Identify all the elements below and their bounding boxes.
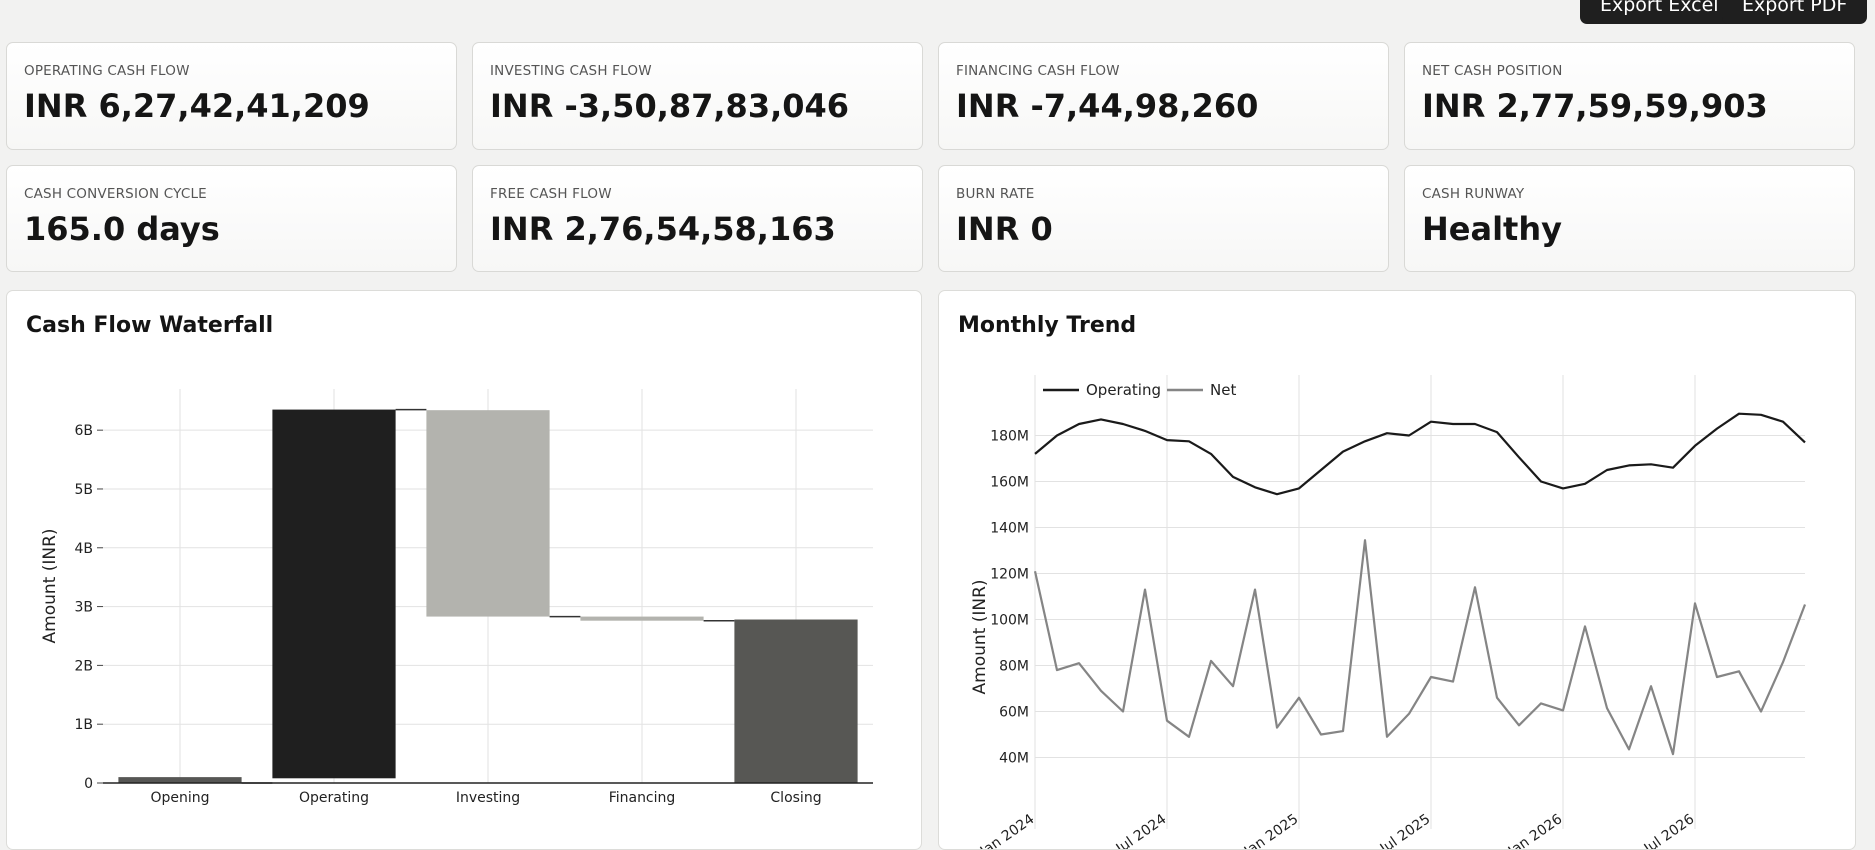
kpi-card-free-cash-flow: FREE CASH FLOW INR 2,76,54,58,163 (472, 165, 923, 272)
waterfall-bar-closing (734, 619, 858, 783)
y-tick-label: 80M (999, 659, 1029, 675)
waterfall-bar-opening (118, 777, 242, 783)
kpi-value: 165.0 days (24, 210, 220, 248)
x-tick-label: Financing (609, 790, 676, 806)
waterfall-bar-financing (580, 616, 704, 621)
x-tick-label: Operating (299, 790, 369, 806)
kpi-value: INR -7,44,98,260 (956, 87, 1259, 125)
waterfall-bar-investing (426, 410, 550, 617)
kpi-card-burn-rate: BURN RATE INR 0 (938, 165, 1389, 272)
trend-chart: 40M 60M 80M 100M 120M 140M 160M 180M Jan 2024 Jul… (970, 375, 1807, 850)
y-tick-label: 180M (990, 429, 1029, 445)
y-tick-label: 60M (999, 705, 1029, 721)
legend-label-net: Net (1210, 381, 1236, 399)
export-pdf-button[interactable]: Export PDF (1722, 0, 1868, 24)
y-tick-label: 100M (990, 613, 1029, 629)
waterfall-chart: 0 1B 2B 3B 4B 5B 6B Opening Operating Investing Fi… (40, 389, 873, 806)
kpi-value: INR 2,77,59,59,903 (1422, 87, 1768, 125)
waterfall-chart-panel: Cash Flow Waterfall 0 1B 2B 3B 4B 5B 6B Opening… (6, 290, 922, 850)
x-tick-label: Closing (770, 790, 821, 806)
waterfall-chart-title: Cash Flow Waterfall (26, 313, 274, 338)
kpi-value: Healthy (1422, 210, 1562, 248)
legend-label-operating: Operating (1086, 381, 1161, 399)
y-tick-label: 3B (74, 600, 93, 616)
kpi-card-cash-runway: CASH RUNWAY Healthy (1404, 165, 1855, 272)
y-axis-label: Amount (INR) (970, 579, 990, 694)
kpi-card-cash-conversion-cycle: CASH CONVERSION CYCLE 165.0 days (6, 165, 457, 272)
kpi-label: NET CASH POSITION (1422, 63, 1563, 79)
series-line-net (1033, 539, 1807, 756)
kpi-value: INR 0 (956, 210, 1053, 248)
y-axis-label: Amount (INR) (40, 528, 60, 643)
kpi-value: INR -3,50,87,83,046 (490, 87, 850, 125)
y-tick-label: 6B (74, 423, 93, 439)
kpi-card-investing-cash-flow: INVESTING CASH FLOW INR -3,50,87,83,046 (472, 42, 923, 150)
kpi-label: CASH CONVERSION CYCLE (24, 186, 207, 202)
x-tick-label: Jan 2024 (977, 811, 1038, 850)
y-tick-label: 140M (990, 521, 1029, 537)
y-tick-label: 0 (84, 776, 93, 792)
x-tick-label: Jul 2025 (1377, 811, 1434, 850)
kpi-label: CASH RUNWAY (1422, 186, 1525, 202)
trend-chart-title: Monthly Trend (958, 313, 1137, 338)
kpi-label: FREE CASH FLOW (490, 186, 612, 202)
kpi-value: INR 6,27,42,41,209 (24, 87, 370, 125)
waterfall-bar-operating (272, 409, 396, 779)
kpi-label: INVESTING CASH FLOW (490, 63, 652, 79)
y-tick-label: 1B (74, 717, 93, 733)
x-tick-label: Jul 2026 (1641, 811, 1698, 850)
y-tick-label: 4B (74, 541, 93, 557)
series-line-operating (1034, 412, 1806, 496)
kpi-card-financing-cash-flow: FINANCING CASH FLOW INR -7,44,98,260 (938, 42, 1389, 150)
kpi-card-operating-cash-flow: OPERATING CASH FLOW INR 6,27,42,41,209 (6, 42, 457, 150)
y-tick-label: 120M (990, 567, 1029, 583)
x-tick-label: Jul 2024 (1113, 811, 1170, 850)
y-tick-label: 40M (999, 751, 1029, 767)
kpi-card-net-cash-position: NET CASH POSITION INR 2,77,59,59,903 (1404, 42, 1855, 150)
kpi-label: BURN RATE (956, 186, 1035, 202)
x-tick-label: Opening (150, 790, 209, 806)
x-tick-label: Jan 2025 (1241, 811, 1302, 850)
y-tick-label: 2B (74, 658, 93, 674)
kpi-value: INR 2,76,54,58,163 (490, 210, 836, 248)
trend-chart-panel: Monthly Trend 40M 60M 80M 100M 120M 140M 160M 1… (938, 290, 1856, 850)
x-tick-label: Jan 2026 (1505, 811, 1566, 850)
kpi-label: OPERATING CASH FLOW (24, 63, 190, 79)
kpi-label: FINANCING CASH FLOW (956, 63, 1120, 79)
y-tick-label: 5B (74, 482, 93, 498)
x-tick-label: Investing (456, 790, 520, 806)
export-excel-button[interactable]: Export Excel (1580, 0, 1739, 24)
y-tick-label: 160M (990, 475, 1029, 491)
